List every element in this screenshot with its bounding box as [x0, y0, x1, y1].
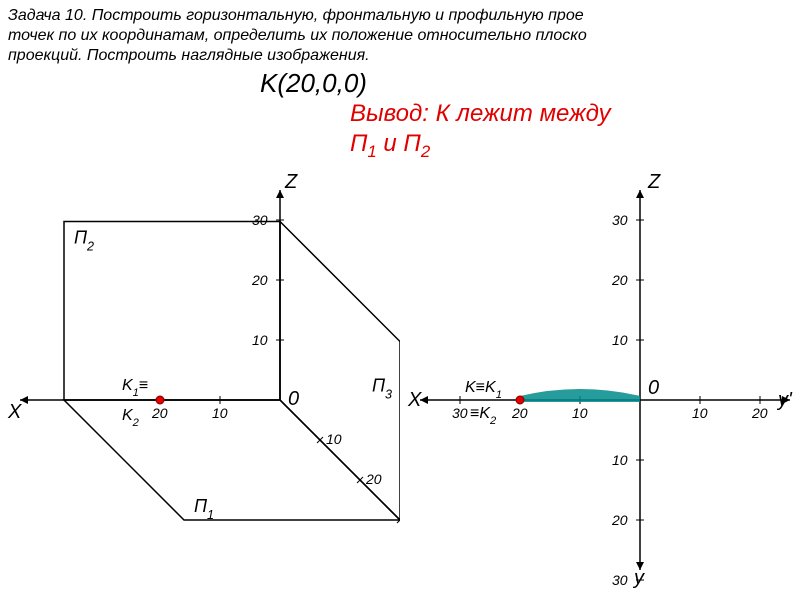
svg-text:10: 10	[612, 332, 628, 348]
right-diagram: 101010102020202030303030Xy'Zy0K≡K1≡K2	[400, 170, 800, 590]
task-line-1: Задача 10. Построить горизонтальную, фро…	[8, 6, 584, 27]
svg-text:10: 10	[692, 405, 708, 421]
svg-text:0: 0	[648, 377, 659, 399]
svg-text:X: X	[407, 389, 422, 411]
svg-text:10: 10	[612, 452, 628, 468]
svg-text:20: 20	[151, 405, 168, 421]
svg-text:K1≡: K1≡	[122, 377, 148, 399]
svg-text:0: 0	[288, 388, 299, 410]
task-line-3: проекций. Построить наглядные изображени…	[8, 46, 370, 67]
svg-text:20: 20	[611, 512, 628, 528]
svg-text:X: X	[7, 401, 22, 423]
svg-text:20: 20	[365, 471, 382, 487]
svg-text:10: 10	[326, 431, 342, 447]
svg-text:10: 10	[572, 405, 588, 421]
svg-text:y': y'	[776, 389, 793, 411]
svg-text:K≡K1: K≡K1	[465, 379, 502, 401]
svg-text:≡K2: ≡K2	[470, 405, 497, 427]
svg-text:Z: Z	[647, 171, 661, 193]
svg-text:10: 10	[252, 332, 268, 348]
svg-text:30: 30	[612, 572, 628, 588]
svg-text:П3: П3	[372, 376, 392, 402]
svg-text:20: 20	[611, 272, 628, 288]
point-title: K(20,0,0)	[260, 68, 367, 99]
task-line-2: точек по их координатам, определить их п…	[8, 26, 587, 47]
svg-text:П2: П2	[74, 228, 94, 254]
conclusion-line-2: П1 и П2	[350, 130, 430, 162]
svg-text:K2: K2	[122, 407, 140, 429]
svg-text:y: y	[632, 567, 645, 589]
conclusion-line-1: Вывод: К лежит между	[350, 100, 611, 128]
svg-text:30: 30	[252, 212, 268, 228]
svg-text:20: 20	[511, 405, 528, 421]
svg-text:Z: Z	[284, 171, 298, 193]
svg-text:20: 20	[751, 405, 768, 421]
svg-text:30: 30	[612, 212, 628, 228]
svg-text:30: 30	[452, 405, 468, 421]
svg-text:10: 10	[212, 405, 228, 421]
svg-text:20: 20	[251, 272, 268, 288]
left-diagram: 1020301020102030XZy0П2П3П1K1≡K2	[0, 170, 400, 590]
svg-text:П1: П1	[194, 496, 214, 522]
